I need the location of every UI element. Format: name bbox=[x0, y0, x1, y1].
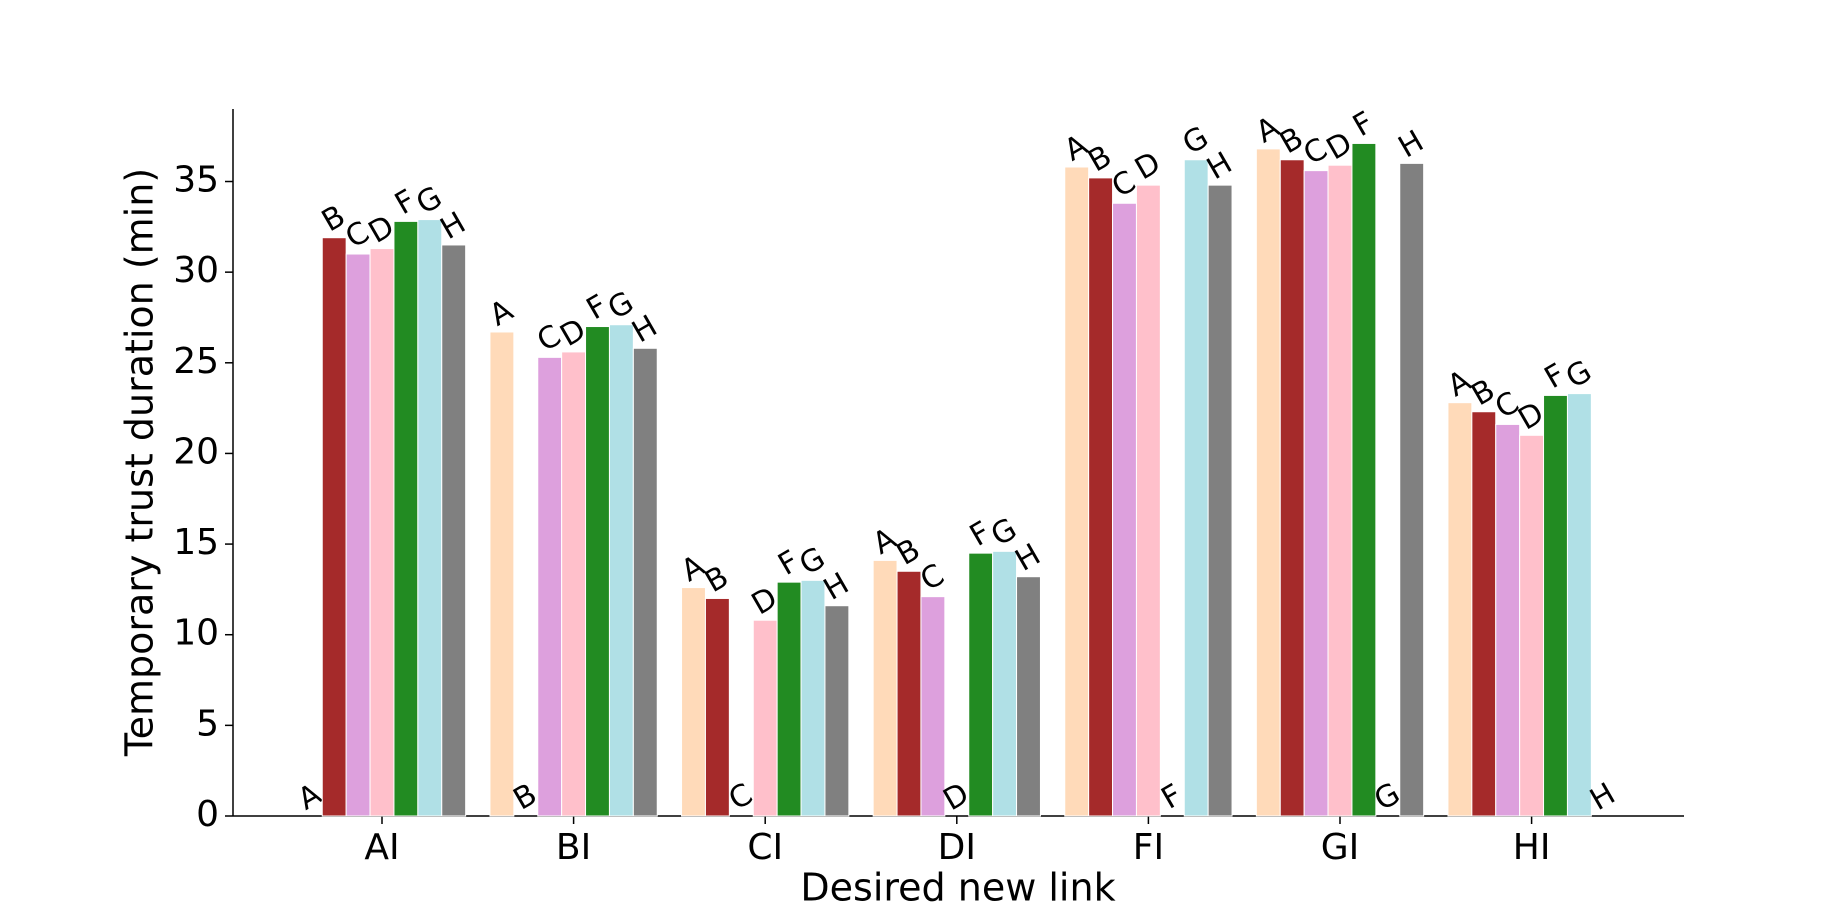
bar bbox=[393, 220, 419, 817]
bar-label: H bbox=[1393, 124, 1430, 166]
bar bbox=[752, 619, 778, 817]
y-tick-label: 10 bbox=[173, 613, 219, 654]
y-tick-label: 25 bbox=[173, 341, 219, 382]
bar bbox=[920, 596, 946, 817]
y-tick-label: 5 bbox=[196, 703, 219, 744]
bar bbox=[489, 331, 515, 817]
bar bbox=[1519, 434, 1545, 817]
bar bbox=[1351, 142, 1377, 817]
bar bbox=[1135, 184, 1161, 817]
bar bbox=[704, 597, 730, 817]
bar bbox=[1207, 184, 1233, 817]
bar bbox=[345, 253, 371, 817]
bar bbox=[681, 587, 706, 817]
bar bbox=[1447, 402, 1473, 817]
bar bbox=[1471, 411, 1497, 817]
bar bbox=[1543, 394, 1568, 817]
bar bbox=[1327, 164, 1353, 817]
bar bbox=[537, 356, 563, 817]
x-tick-label: DI bbox=[938, 827, 976, 868]
x-tick-label: GI bbox=[1321, 827, 1360, 868]
bar bbox=[369, 248, 395, 817]
x-axis-label: Desired new link bbox=[800, 866, 1115, 910]
bar bbox=[1064, 166, 1090, 817]
x-tick-label: BI bbox=[556, 827, 591, 868]
bar bbox=[417, 219, 443, 817]
x-tick-label: HI bbox=[1513, 827, 1551, 868]
bar bbox=[321, 237, 347, 817]
bar-label: F bbox=[1347, 105, 1379, 144]
y-tick-label: 15 bbox=[173, 522, 219, 563]
bar bbox=[632, 347, 658, 817]
bar-label: D bbox=[1129, 145, 1167, 187]
bar bbox=[1088, 177, 1114, 817]
bar bbox=[608, 324, 634, 817]
bar bbox=[1303, 170, 1329, 817]
bar bbox=[968, 552, 994, 817]
bar bbox=[872, 559, 898, 817]
bar bbox=[1495, 423, 1521, 817]
y-tick-label: 20 bbox=[173, 431, 219, 472]
bar bbox=[441, 244, 467, 817]
y-tick-label: 35 bbox=[173, 160, 219, 201]
bar bbox=[824, 605, 850, 817]
y-axis-label: Temporary trust duration (min) bbox=[118, 168, 162, 757]
x-tick-label: AI bbox=[364, 827, 399, 868]
bar bbox=[1566, 393, 1592, 817]
bar bbox=[1112, 202, 1137, 817]
y-tick-label: 0 bbox=[196, 794, 219, 835]
bar-label: A bbox=[484, 293, 520, 334]
bar bbox=[1016, 576, 1041, 817]
y-tick-label: 30 bbox=[173, 250, 219, 291]
x-tick-label: CI bbox=[747, 827, 783, 868]
x-tick-label: FI bbox=[1133, 827, 1164, 868]
bar bbox=[800, 579, 826, 817]
bar bbox=[1183, 159, 1209, 817]
bar bbox=[992, 550, 1018, 817]
bar bbox=[896, 570, 922, 817]
bar bbox=[1399, 162, 1425, 817]
bar bbox=[561, 351, 587, 817]
bar bbox=[776, 581, 802, 817]
bar bbox=[585, 326, 610, 817]
bar bbox=[1279, 159, 1305, 817]
bar bbox=[1255, 148, 1281, 817]
